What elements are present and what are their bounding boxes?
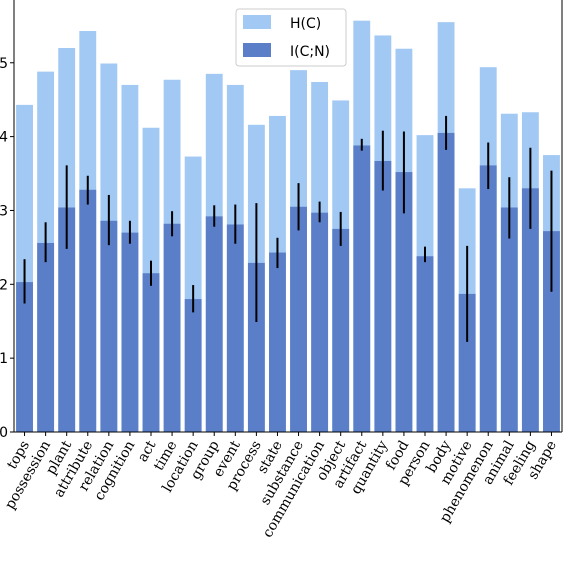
legend-swatch-i xyxy=(243,43,271,57)
bar-i-possession xyxy=(37,242,55,432)
y-tick-label-1: 1 xyxy=(0,351,8,367)
bar-i-motive xyxy=(458,293,476,432)
bar-i-cognition xyxy=(121,232,139,432)
legend-label-h: H(C) xyxy=(290,16,321,32)
bar-i-shape xyxy=(543,231,560,432)
y-tick-label-2: 2 xyxy=(0,277,8,293)
axes xyxy=(13,0,563,433)
bar-i-substance xyxy=(290,206,307,432)
y-axis-ticks: 0 1 2 3 4 5 xyxy=(0,56,14,441)
bar-i-group xyxy=(205,216,223,432)
bar-i-process xyxy=(247,262,265,432)
bar-i-animal xyxy=(500,207,518,432)
error-bars xyxy=(23,115,553,342)
bar-i-food xyxy=(395,172,413,433)
bar-i-phenomenon xyxy=(479,165,497,432)
legend-swatch-h xyxy=(243,15,271,29)
bar-i-object xyxy=(332,228,350,432)
bar-i-communication xyxy=(311,212,329,432)
bar-i-body xyxy=(437,132,455,432)
bar-i-artifact xyxy=(353,145,371,432)
bar-i-tops xyxy=(16,282,33,432)
bar-i-plant xyxy=(58,207,76,432)
bar-i-feeling xyxy=(521,188,539,432)
bar-i-quantity xyxy=(374,160,392,432)
bar-i-attribute xyxy=(79,189,97,432)
legend-label-i: I(C;N) xyxy=(290,44,330,60)
y-tick-label-0: 0 xyxy=(0,425,8,441)
bar-i-time xyxy=(163,223,181,432)
y-tick-label-3: 3 xyxy=(0,203,8,219)
series-h-bars xyxy=(16,20,560,433)
y-tick-label-4: 4 xyxy=(0,130,8,146)
bar-i-person xyxy=(416,256,434,432)
series-i-bars xyxy=(16,132,560,433)
bar-i-location xyxy=(184,299,202,432)
bar-i-event xyxy=(226,224,244,432)
bar-i-state xyxy=(269,252,286,432)
x-axis-ticks: topspossessionplantattributerelationcogn… xyxy=(2,432,560,540)
legend: H(C) I(C;N) xyxy=(235,8,347,67)
y-tick-label-5: 5 xyxy=(0,56,8,72)
bar-i-relation xyxy=(100,220,118,432)
bar-i-act xyxy=(142,273,160,432)
